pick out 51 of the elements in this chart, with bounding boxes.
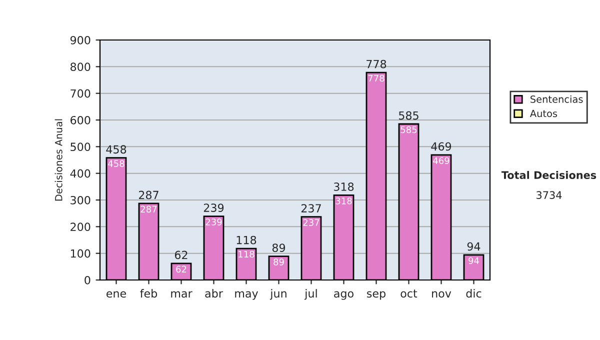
total-label: 585 — [399, 111, 418, 120]
data-label: 469 — [433, 157, 450, 164]
total-label: 239 — [204, 204, 224, 212]
x-tick-label: nov — [432, 291, 452, 298]
x-tick-label: oct — [400, 290, 418, 298]
y-axis-title: Decisiones Anual — [54, 119, 62, 201]
total-label: 237 — [301, 204, 321, 213]
x-tick-label: jun — [270, 289, 286, 300]
data-label: 237 — [303, 219, 320, 226]
total-label: 118 — [236, 236, 256, 244]
y-tick-label: 700 — [70, 89, 90, 98]
data-label: 118 — [238, 250, 254, 258]
y-tick-label: 0 — [84, 276, 90, 284]
x-tick-label: ene — [106, 291, 126, 298]
data-label: 94 — [468, 257, 479, 264]
x-tick-label: ago — [334, 291, 354, 300]
y-tick-label: 300 — [70, 196, 90, 204]
x-tick-label: dic — [466, 289, 482, 298]
y-tick-label: 100 — [70, 249, 90, 258]
data-label: 239 — [206, 218, 222, 226]
data-label: 287 — [140, 206, 157, 213]
total-label: 469 — [431, 142, 452, 151]
x-tick-label: sep — [367, 291, 386, 300]
data-label: 458 — [108, 160, 124, 167]
x-tick-label: jul — [304, 289, 317, 300]
total-label: 778 — [366, 60, 386, 68]
y-tick-label: 200 — [70, 222, 90, 232]
y-tick-label: 800 — [70, 62, 90, 72]
x-tick-label: may — [235, 291, 258, 300]
legend-label: Autos — [530, 110, 558, 118]
total-label: 287 — [138, 190, 158, 200]
total-label: 318 — [334, 182, 354, 191]
x-tick-label: mar — [171, 291, 192, 298]
data-label: 585 — [400, 126, 417, 134]
x-tick-label: abr — [205, 289, 223, 298]
data-label: 62 — [176, 266, 186, 273]
y-tick-label: 600 — [70, 116, 90, 124]
text: 3734 — [536, 191, 562, 200]
x-tick-label: feb — [140, 289, 158, 298]
y-tick-label: 400 — [70, 169, 90, 178]
total-label: 89 — [272, 244, 286, 252]
total-label: 94 — [467, 242, 480, 251]
y-tick-label: 500 — [70, 142, 90, 152]
y-tick-label: 900 — [70, 36, 90, 44]
text: Total Decisiones — [501, 170, 596, 180]
data-label: 778 — [368, 74, 384, 82]
total-label: 62 — [174, 250, 188, 260]
legend-label: Sentencias — [530, 95, 583, 103]
data-label: 89 — [274, 258, 284, 266]
data-label: 318 — [336, 197, 352, 204]
total-label: 458 — [106, 145, 126, 154]
